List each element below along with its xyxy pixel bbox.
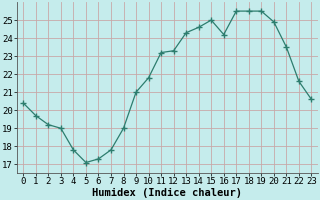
X-axis label: Humidex (Indice chaleur): Humidex (Indice chaleur) <box>92 188 242 198</box>
